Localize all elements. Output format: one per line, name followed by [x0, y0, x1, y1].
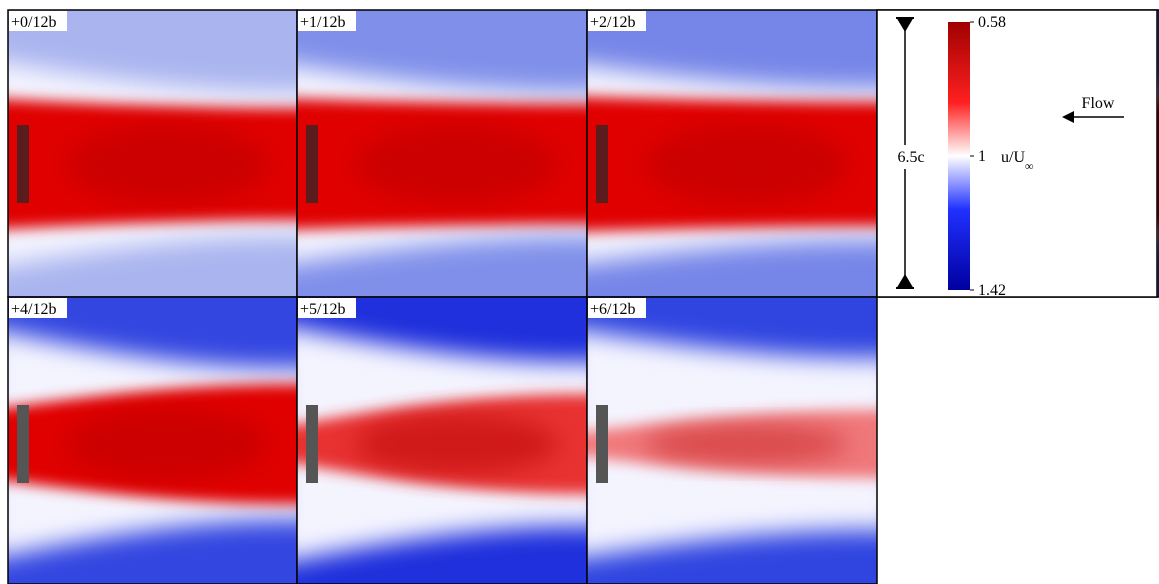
- panel-field: [587, 10, 877, 297]
- panel-label-bg: [298, 11, 356, 31]
- flow-arrowhead: [1062, 111, 1074, 123]
- wake-core-dark: [355, 124, 558, 204]
- colorbar-label: u/U∞: [1001, 149, 1034, 173]
- model-bar: [306, 405, 318, 483]
- colorbar-tick-label: 1: [978, 148, 986, 165]
- panel-frame: [586, 296, 878, 584]
- legend-panel: 6.5c u/U∞ Flow 0.58 1 1.42: [876, 9, 1158, 299]
- colorbar-label-sub: ∞: [1025, 159, 1034, 173]
- panel-label: +4/12b: [11, 301, 56, 318]
- panel-label: +5/12b: [300, 301, 345, 318]
- panel: +6/12b: [586, 296, 878, 584]
- colorbar-tick-label: 1.42: [978, 282, 1006, 299]
- colorbar: [948, 22, 970, 290]
- panel-field: [8, 10, 297, 297]
- panel-label: +1/12b: [300, 14, 345, 31]
- colorbar-tick-label: 0.58: [978, 14, 1006, 31]
- model-bar: [17, 125, 29, 203]
- model-bar: [596, 405, 608, 483]
- panel-field: [297, 10, 587, 297]
- wake-core-dark: [65, 124, 269, 204]
- panel-field: [297, 297, 587, 584]
- wake-core-dark: [645, 123, 848, 205]
- model-bar: [17, 405, 29, 483]
- scale-label: 6.5c: [897, 149, 924, 166]
- panel: +4/12b: [7, 296, 298, 584]
- panel-label-bg: [588, 11, 646, 31]
- scale-label-bg: [892, 145, 932, 169]
- flow-label: Flow: [1082, 95, 1115, 112]
- wake-core-dark: [355, 414, 558, 474]
- panel-field: [8, 297, 297, 584]
- wake-core-dark: [645, 423, 848, 465]
- panel: +1/12b: [296, 9, 588, 298]
- model-bar: [306, 125, 318, 203]
- panel-label: +2/12b: [590, 14, 635, 31]
- panel-label: +0/12b: [11, 14, 56, 31]
- model-bar: [596, 125, 608, 203]
- panel-label-bg: [9, 298, 67, 318]
- scale-caps: [896, 17, 914, 289]
- panel: +0/12b: [7, 9, 298, 298]
- panel-label-bg: [588, 298, 646, 318]
- panel-label: +6/12b: [590, 301, 635, 318]
- wake-core-dark: [65, 408, 269, 480]
- panel-label-bg: [9, 11, 67, 31]
- panel-field: [587, 297, 877, 584]
- panel-label-bg: [298, 298, 356, 318]
- panel: +5/12b: [296, 296, 588, 584]
- panel: +2/12b: [586, 9, 878, 298]
- colorbar-label-main: u/U: [1001, 149, 1025, 166]
